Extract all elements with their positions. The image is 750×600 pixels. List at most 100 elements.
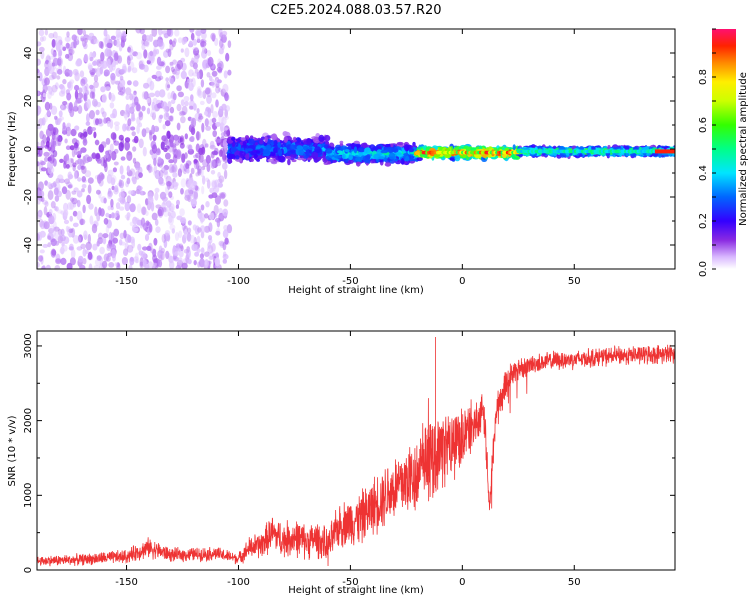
spectrogram-axes: -150 -100 -50 0 50 -40 -20 0 20 40: [23, 28, 675, 287]
heatmap-cell-1131: [68, 183, 74, 189]
colorbar-tick-label: 0.8: [698, 69, 709, 85]
heatmap-cell-1166: [55, 132, 59, 141]
heatmap-cell-1012: [180, 99, 185, 107]
heatmap-cell-949: [168, 191, 173, 199]
heatmap-cell-251: [217, 182, 223, 188]
heatmap-cell-1851: [313, 136, 321, 144]
heatmap-cell-1288: [112, 254, 116, 262]
heatmap-cell-1291: [143, 222, 148, 231]
heatmap-cell-1346: [37, 90, 40, 97]
heatmap-cell-1301: [217, 79, 222, 84]
heatmap-cell-3164: [454, 146, 460, 151]
heatmap-cell-523: [69, 145, 75, 151]
heatmap-cell-1237: [172, 144, 177, 153]
heatmap-cell-518: [144, 234, 150, 241]
heatmap-cell-268: [163, 239, 168, 249]
heatmap-cell-1023: [118, 78, 126, 88]
heatmap-cell-1394: [97, 174, 102, 184]
heatmap-cell-917: [142, 206, 146, 215]
heatmap-cell-440: [211, 242, 216, 252]
heatmap-cell-2015: [235, 142, 239, 148]
heatmap-cell-549: [165, 152, 171, 160]
heatmap-cell-1024: [199, 213, 206, 223]
colorbar-tick-label: 0.4: [698, 165, 709, 181]
heatmap-cell-1215: [76, 210, 83, 221]
heatmap-cell-893: [200, 225, 206, 234]
heatmap-cell-672: [170, 66, 175, 73]
heatmap-cell-1366: [40, 161, 46, 166]
heatmap-cell-1283: [178, 110, 185, 117]
heatmap-cell-354: [45, 264, 51, 269]
heatmap-cell-998: [47, 146, 52, 151]
heatmap-cell-625: [100, 173, 105, 180]
heatmap-cell-1179: [87, 251, 93, 260]
heatmap-cell-1089: [74, 149, 78, 156]
heatmap-cell-633: [184, 100, 189, 107]
heatmap-cell-804: [38, 255, 44, 262]
heatmap-cell-355: [150, 112, 154, 118]
heatmap-cell-551: [136, 104, 142, 112]
heatmap-cell-1324: [132, 227, 139, 232]
heatmap-cell-1150: [107, 193, 112, 199]
heatmap-cell-2014: [242, 141, 247, 147]
heatmap-cell-1130: [222, 241, 227, 251]
heatmap-cell-1213: [52, 51, 57, 58]
heatmap-cell-929: [184, 133, 188, 140]
heatmap-cell-864: [193, 260, 197, 266]
heatmap-cell-512: [53, 226, 60, 232]
heatmap-cell-1285: [82, 128, 88, 139]
heatmap-cell-995: [37, 211, 41, 218]
heatmap-cell-1849: [236, 138, 241, 142]
heatmap-cell-187: [143, 49, 148, 59]
heatmap-cell-915: [87, 36, 93, 41]
heatmap-cell-791: [62, 78, 67, 85]
heatmap-cell-1996: [278, 155, 286, 163]
heatmap-cell-475: [175, 264, 181, 269]
heatmap-cell-2573: [344, 149, 350, 153]
heatmap-cell-820: [69, 215, 73, 222]
heatmap-cell-1362: [47, 164, 53, 175]
heatmap-cell-528: [126, 177, 131, 185]
heatmap-cell-972: [181, 153, 186, 164]
heatmap-cell-1383: [222, 229, 229, 239]
heatmap-cell-1193: [222, 162, 228, 170]
heatmap-cell-1274: [161, 30, 168, 35]
heatmap-cell-1343: [38, 29, 45, 37]
heatmap-cell-489: [135, 252, 139, 261]
heatmap-cell-1385: [197, 227, 202, 233]
heatmap-cell-54: [224, 109, 228, 118]
heatmap-cell-1306: [128, 190, 134, 195]
heatmap-cell-999: [65, 164, 70, 169]
heatmap-cell-1036: [188, 144, 193, 152]
heatmap-cell-2005: [285, 155, 292, 159]
heatmap-cell-2568: [334, 155, 342, 159]
heatmap-cell-484: [92, 60, 97, 66]
heatmap-cell-2006: [309, 147, 313, 151]
heatmap-cell-1315: [123, 112, 129, 119]
heatmap-cell-1043: [54, 231, 60, 241]
heatmap-cell-1278: [157, 259, 163, 268]
heatmap-cell-1032: [112, 237, 119, 244]
heatmap-cell-127: [174, 232, 180, 241]
heatmap-cell-2000: [228, 153, 236, 159]
heatmap-cell-1250: [135, 189, 140, 195]
heatmap-cell-650: [168, 215, 173, 223]
heatmap-cell-513: [176, 199, 180, 206]
heatmap-cell-954: [119, 199, 127, 205]
heatmap-cell-677: [146, 52, 154, 62]
heatmap-cell-2454: [384, 162, 392, 167]
heatmap-cell-221: [148, 166, 154, 173]
heatmap-cell-1365: [184, 228, 188, 239]
heatmap-cell-183: [191, 57, 195, 64]
heatmap-cell-1008: [64, 72, 70, 77]
heatmap-cell-1318: [63, 219, 70, 225]
heatmap-cell-1026: [111, 150, 117, 161]
heatmap-cell-1946: [318, 134, 325, 142]
heatmap-cell-814: [113, 121, 120, 126]
heatmap-cell-540: [151, 124, 156, 135]
heatmap-cell-110: [204, 87, 211, 95]
snr-ytick-label: 2000: [23, 408, 34, 433]
heatmap-cell-1312: [209, 251, 215, 260]
heatmap-cell-1750: [246, 155, 250, 160]
heatmap-cell-1066: [82, 138, 88, 146]
